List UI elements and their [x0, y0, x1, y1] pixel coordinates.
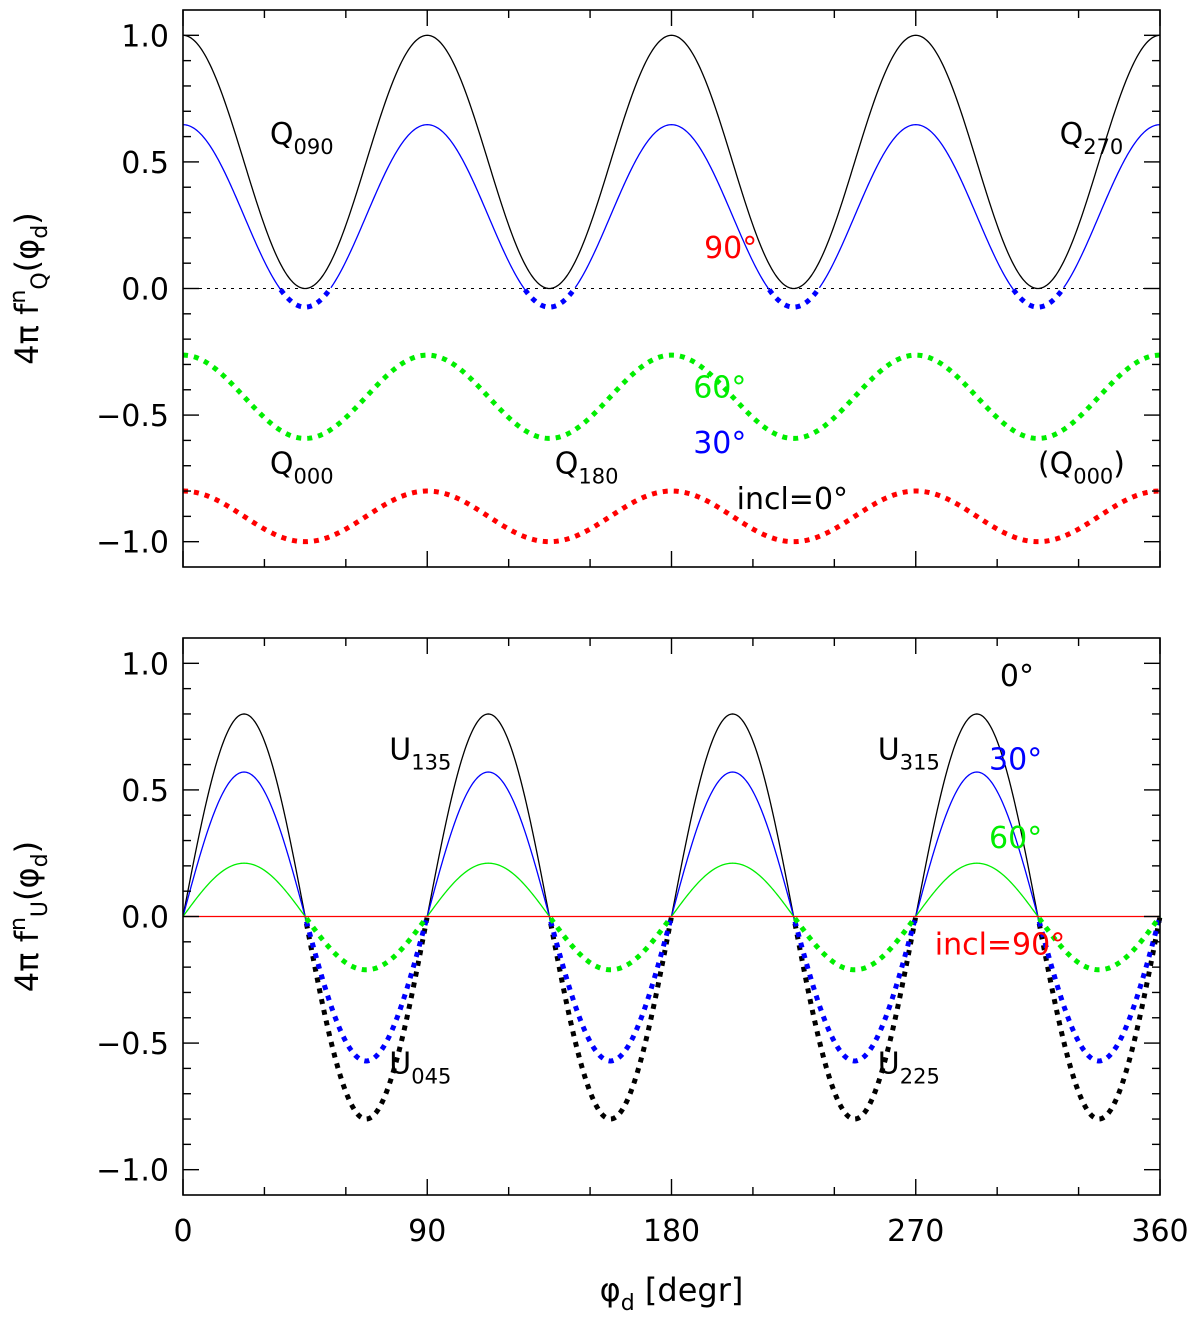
series-30deg-positive-segment-4	[574, 124, 770, 291]
series-60deg-positive-segment-6	[915, 862, 1040, 919]
series-0deg-negative-segment-3	[548, 916, 674, 1122]
annotation: Q270	[1060, 117, 1124, 159]
y-tick-label: 1.0	[121, 647, 169, 682]
annotation: 90°	[704, 231, 757, 266]
y-tick-label: −0.5	[96, 399, 169, 434]
series-60deg-negative-segment-0	[182, 352, 1161, 441]
y-axis-label: 4π fnQ(φd)	[6, 212, 53, 364]
series-0deg-positive-segment-0	[182, 34, 1161, 290]
bottom-panel: 1.0 0.5 0.0 −0.5 −1.00 90 180 270 360 4π fnU(φd) φ…	[6, 637, 1189, 1316]
series-0deg-positive-segment-0	[182, 713, 308, 924]
x-tick-label: 0	[173, 1214, 192, 1249]
series-0deg-negative-segment-7	[1036, 916, 1163, 1122]
x-tick-label: 180	[643, 1214, 700, 1249]
series-30deg-positive-segment-6	[818, 124, 1014, 291]
series-30deg-negative-segment-5	[767, 286, 822, 310]
x-tick-label: 360	[1131, 1214, 1188, 1249]
series-60deg-positive-segment-2	[426, 862, 552, 919]
series-30deg-negative-segment-7	[1036, 915, 1163, 1064]
annotation: incl=0°	[737, 482, 848, 517]
annotation: U135	[389, 733, 451, 775]
x-tick-label: 270	[887, 1214, 944, 1249]
annotation: U045	[389, 1046, 451, 1088]
series-30deg-positive-segment-0	[182, 124, 282, 291]
annotation: Q000	[270, 446, 334, 488]
series-0deg-negative-segment-5	[792, 916, 919, 1122]
series-30deg-negative-segment-1	[278, 286, 333, 310]
series-30deg-positive-segment-4	[670, 771, 796, 922]
series-30deg-positive-segment-8	[1063, 124, 1161, 289]
annotation: 0°	[1000, 659, 1034, 694]
y-tick-label: 0.5	[121, 774, 169, 809]
annotation: 60°	[989, 821, 1042, 856]
series-30deg-negative-segment-7	[1011, 286, 1066, 310]
annotation: U225	[878, 1046, 940, 1088]
series-90deg-negative-segment-0	[182, 488, 1161, 545]
y-tick-label: 0.0	[121, 273, 169, 308]
series-30deg	[182, 124, 1161, 310]
series-0deg-positive-segment-6	[915, 713, 1040, 924]
series-30deg-negative-segment-3	[548, 915, 674, 1064]
series-30deg-negative-segment-3	[522, 286, 578, 310]
series-30deg	[182, 771, 1163, 1064]
series-30deg-negative-segment-5	[792, 915, 919, 1064]
series-0deg-positive-segment-4	[670, 713, 796, 924]
series-0deg	[182, 34, 1161, 290]
x-axis-label: φd [degr]	[600, 1271, 744, 1316]
annotation: incl=90°	[935, 927, 1066, 962]
y-tick-label: 0.0	[121, 901, 169, 936]
series-0deg-positive-segment-2	[426, 713, 552, 924]
y-tick-label: −0.5	[96, 1027, 169, 1062]
y-tick-label: 1.0	[121, 19, 169, 54]
y-tick-label: −1.0	[96, 1154, 169, 1189]
series-60deg	[182, 862, 1163, 973]
series-30deg-negative-segment-1	[304, 915, 430, 1064]
series-30deg-positive-segment-2	[426, 771, 552, 922]
y-tick-label: 0.5	[121, 146, 169, 181]
x-tick-label: 90	[408, 1214, 446, 1249]
series-60deg-positive-segment-4	[670, 862, 796, 919]
top-panel: 1.0 0.5 0.0 −0.5 −1.0 4π fnQ(φd) Q090 Q270 Q000 Q…	[6, 9, 1161, 568]
series-30deg-positive-segment-0	[182, 771, 308, 922]
annotation: Q090	[270, 117, 334, 159]
series-0deg-negative-segment-1	[304, 916, 430, 1122]
series-60deg	[182, 352, 1161, 441]
series-0deg	[182, 713, 1163, 1122]
series-90deg	[182, 488, 1161, 545]
annotation: U315	[878, 733, 940, 775]
annotation: (Q000)	[1038, 446, 1125, 488]
annotation: Q180	[555, 446, 619, 488]
y-tick-label: −1.0	[96, 526, 169, 561]
series-30deg-positive-segment-6	[915, 771, 1040, 922]
annotation: 60°	[693, 370, 746, 405]
series-30deg-positive-segment-2	[330, 124, 526, 291]
annotation: 30°	[989, 743, 1042, 778]
y-axis-label: 4π fnU(φd)	[6, 841, 53, 992]
series-60deg-positive-segment-0	[182, 862, 308, 919]
annotation: 30°	[693, 426, 746, 461]
